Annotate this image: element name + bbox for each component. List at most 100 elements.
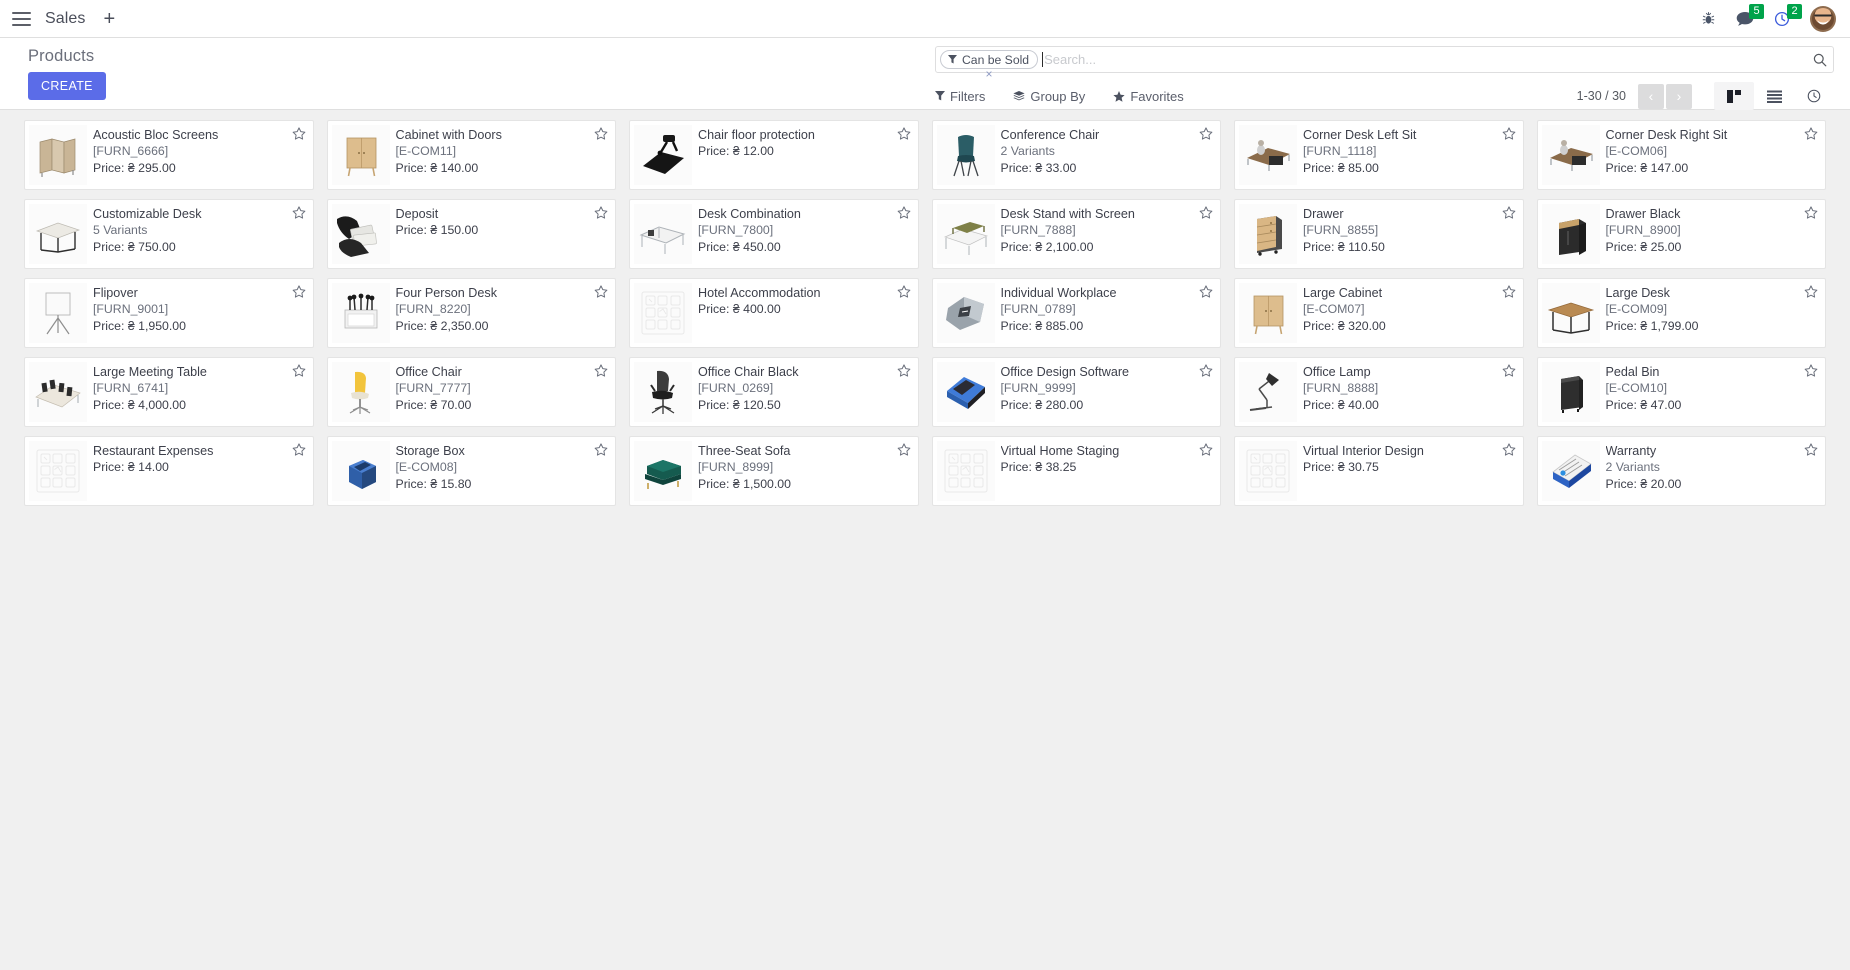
favorite-star-icon[interactable] — [292, 443, 306, 456]
product-card[interactable]: Warranty 2 Variants Price: ₴ 20.00 — [1536, 436, 1826, 506]
favorite-star-icon[interactable] — [897, 364, 911, 377]
favorite-star-icon[interactable] — [1199, 285, 1213, 298]
search-icon[interactable] — [1813, 53, 1827, 67]
favorite-star-icon[interactable] — [1502, 285, 1516, 298]
activities-badge: 2 — [1787, 3, 1802, 19]
product-card[interactable]: Four Person Desk [FURN_8220] Price: ₴ 2,35… — [326, 278, 616, 348]
favorite-star-icon[interactable] — [897, 285, 911, 298]
favorite-star-icon[interactable] — [1502, 443, 1516, 456]
product-info: Drawer [FURN_8855] Price: ₴ 110.50 — [1303, 204, 1519, 264]
product-card[interactable]: Three-Seat Sofa [FURN_8999] Price: ₴ 1,500… — [629, 436, 919, 506]
favorite-star-icon[interactable] — [897, 443, 911, 456]
favorite-star-icon[interactable] — [1199, 443, 1213, 456]
product-card[interactable]: Pedal Bin [E-COM10] Price: ₴ 47.00 — [1536, 357, 1826, 427]
product-card[interactable]: Office Lamp [FURN_8888] Price: ₴ 40.00 — [1234, 357, 1524, 427]
favorite-star-icon[interactable] — [897, 127, 911, 140]
search-facet-remove-icon[interactable]: × — [985, 67, 993, 81]
favorite-star-icon[interactable] — [1804, 285, 1818, 298]
product-card[interactable]: Flipover [FURN_9001] Price: ₴ 1,950.00 — [24, 278, 314, 348]
user-avatar[interactable] — [1810, 5, 1836, 32]
product-card[interactable]: Large Cabinet [E-COM07] Price: ₴ 320.00 — [1234, 278, 1524, 348]
product-card[interactable]: Office Chair Black [FURN_0269] Price: ₴ 12… — [629, 357, 919, 427]
product-card[interactable]: Large Desk [E-COM09] Price: ₴ 1,799.00 — [1536, 278, 1826, 348]
app-name-sales[interactable]: Sales — [45, 9, 86, 27]
favorite-star-icon[interactable] — [1804, 127, 1818, 140]
favorite-star-icon[interactable] — [1804, 443, 1818, 456]
product-reference: [FURN_7888] — [1000, 223, 1076, 237]
product-card[interactable]: Acoustic Bloc Screens [FURN_6666] Price: ₴… — [24, 120, 314, 190]
product-card[interactable]: Deposit Price: ₴ 150.00 — [326, 199, 616, 269]
favorite-star-icon[interactable] — [594, 364, 608, 377]
product-card[interactable]: Corner Desk Right Sit [E-COM06] Price: ₴ 1… — [1536, 120, 1826, 190]
favorite-star-icon[interactable] — [1199, 206, 1213, 219]
bug-icon[interactable] — [1701, 11, 1716, 26]
product-card[interactable]: Storage Box [E-COM08] Price: ₴ 15.80 — [326, 436, 616, 506]
favorite-star-icon[interactable] — [1199, 127, 1213, 140]
filters-label: Filters — [950, 88, 986, 104]
product-reference: [E-COM11] — [395, 144, 457, 158]
product-card[interactable]: Hotel Accommodation Price: ₴ 400.00 — [629, 278, 919, 348]
product-info: Desk Combination [FURN_7800] Price: ₴ 450.… — [698, 204, 914, 264]
product-card[interactable]: Large Meeting Table [FURN_6741] Price: ₴ 4… — [24, 357, 314, 427]
product-card[interactable]: Cabinet with Doors [E-COM11] Price: ₴ 140.… — [326, 120, 616, 190]
activity-view-button[interactable] — [1794, 82, 1834, 110]
product-info: Warranty 2 Variants Price: ₴ 20.00 — [1606, 441, 1822, 501]
favorite-star-icon[interactable] — [1502, 206, 1516, 219]
product-price: Price: ₴ 280.00 — [1000, 398, 1084, 412]
product-price: Price: ₴ 295.00 — [93, 161, 176, 175]
product-image — [331, 125, 390, 185]
activities-clock-icon[interactable]: 2 — [1774, 3, 1802, 27]
product-card[interactable]: Desk Stand with Screen [FURN_7888] Price: … — [931, 199, 1221, 269]
search-facet-can-be-sold[interactable]: Can be Sold × — [940, 50, 1039, 80]
product-image — [1239, 362, 1297, 422]
favorite-star-icon[interactable] — [292, 364, 306, 377]
search-view[interactable]: Can be Sold × Search... — [935, 46, 1834, 80]
favorite-star-icon[interactable] — [1804, 206, 1818, 219]
favorites-dropdown[interactable]: Favorites — [1113, 89, 1184, 104]
favorite-star-icon[interactable] — [1804, 364, 1818, 377]
groupby-dropdown[interactable]: Group By — [1013, 89, 1085, 104]
create-button[interactable]: CREATE — [28, 72, 106, 100]
product-card[interactable]: Corner Desk Left Sit [FURN_1118] Price: ₴ … — [1234, 120, 1524, 190]
favorite-star-icon[interactable] — [292, 206, 306, 219]
favorite-star-icon[interactable] — [594, 127, 608, 140]
favorite-star-icon[interactable] — [594, 206, 608, 219]
product-card[interactable]: Restaurant Expenses Price: ₴ 14.00 — [24, 436, 314, 506]
list-view-button[interactable] — [1754, 82, 1794, 110]
favorite-star-icon[interactable] — [1502, 127, 1516, 140]
product-reference: [FURN_0789] — [1000, 302, 1076, 316]
product-card[interactable]: Office Chair [FURN_7777] Price: ₴ 70.00 — [326, 357, 616, 427]
favorite-star-icon[interactable] — [292, 285, 306, 298]
product-card[interactable]: Chair floor protection Price: ₴ 12.00 — [629, 120, 919, 190]
filters-dropdown[interactable]: Filters — [935, 89, 985, 104]
favorite-star-icon[interactable] — [897, 206, 911, 219]
messages-icon[interactable]: 5 — [1736, 3, 1764, 27]
product-info: Virtual Home Staging Price: ₴ 38.25 — [1001, 441, 1217, 501]
add-tab-plus-icon[interactable]: + — [103, 7, 116, 30]
product-price: Price: ₴ 1,500.00 — [698, 477, 791, 491]
product-card[interactable]: Office Design Software [FURN_9999] Price: … — [931, 357, 1221, 427]
favorite-star-icon[interactable] — [1199, 364, 1213, 377]
kanban-view-button[interactable] — [1714, 82, 1754, 110]
product-card[interactable]: Virtual Home Staging Price: ₴ 38.25 — [931, 436, 1221, 506]
search-input[interactable]: Search... — [1044, 52, 1097, 67]
pager-previous-button[interactable]: ‹ — [1638, 83, 1664, 109]
favorite-star-icon[interactable] — [594, 285, 608, 298]
product-card[interactable]: Drawer [FURN_8855] Price: ₴ 110.50 — [1234, 199, 1524, 269]
product-card[interactable]: Drawer Black [FURN_8900] Price: ₴ 25.00 — [1536, 199, 1826, 269]
favorite-star-icon[interactable] — [1502, 364, 1516, 377]
product-card[interactable]: Conference Chair 2 Variants Price: ₴ 33.00 — [931, 120, 1221, 190]
product-card[interactable]: Desk Combination [FURN_7800] Price: ₴ 450.… — [629, 199, 919, 269]
product-image — [29, 125, 87, 185]
favorite-star-icon[interactable] — [594, 443, 608, 456]
product-card[interactable]: Individual Workplace [FURN_0789] Price: ₴ … — [931, 278, 1221, 348]
product-price: Price: ₴ 33.00 — [1000, 161, 1077, 175]
product-card[interactable]: Customizable Desk 5 Variants Price: ₴ 750.… — [24, 199, 314, 269]
favorite-star-icon[interactable] — [292, 127, 306, 140]
pager-next-button[interactable]: › — [1666, 83, 1692, 109]
pager: 1-30 / 30 ‹ › — [1577, 83, 1692, 109]
product-price: Price: ₴ 150.00 — [395, 223, 479, 237]
product-price: Price: ₴ 320.00 — [1303, 319, 1386, 333]
product-card[interactable]: Virtual Interior Design Price: ₴ 30.75 — [1234, 436, 1524, 506]
hamburger-menu-icon[interactable] — [12, 11, 31, 26]
